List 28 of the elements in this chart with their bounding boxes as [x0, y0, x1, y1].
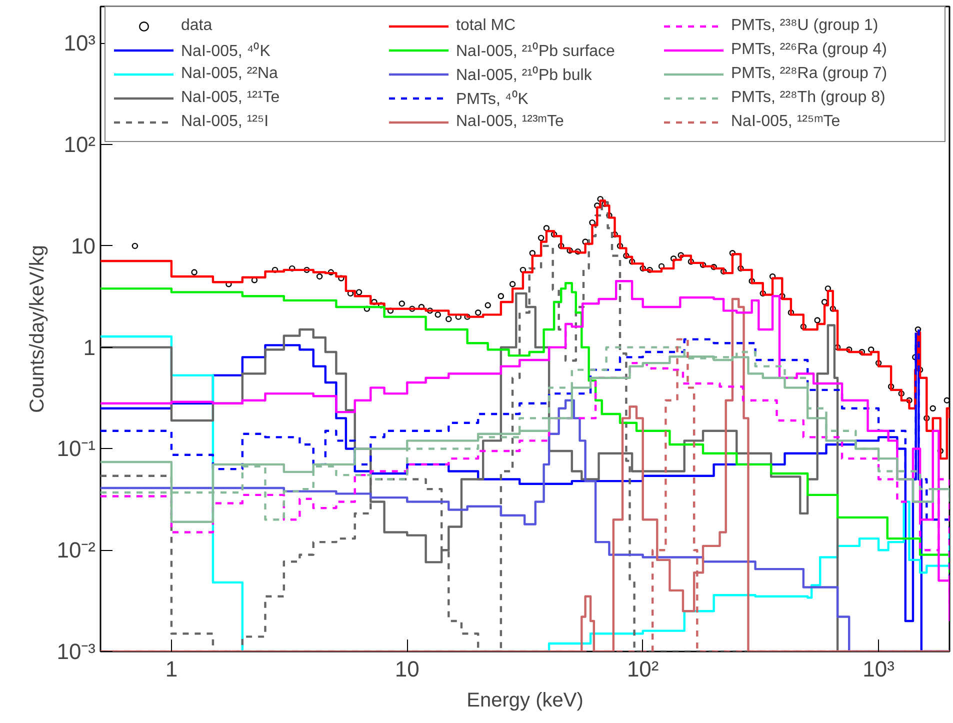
y-tick-label: 1: [83, 334, 96, 360]
legend-label: PMTs, ⁴⁰K: [456, 89, 530, 109]
y-tick-label: 10: [71, 233, 96, 258]
x-tick-label: 10³: [862, 656, 894, 682]
y-tick-label: 10⁻¹: [56, 436, 96, 462]
x-tick-label: 10²: [626, 656, 659, 682]
y-tick-label: 10²: [64, 132, 96, 158]
legend-label: NaI-005, ¹²⁵I: [181, 112, 270, 132]
x-axis-title: Energy (keV): [466, 690, 584, 712]
legend-label: NaI-005, ²¹⁰Pb surface: [456, 41, 616, 61]
legend-label: PMTs, ²²⁸Th (group 8): [731, 88, 886, 108]
legend-label: PMTs, ²³⁸U (group 1): [731, 16, 880, 36]
y-tick-label: 10³: [64, 30, 96, 56]
legend-label: data: [181, 16, 214, 36]
x-tick-label: 1: [165, 656, 178, 682]
legend-label: NaI-005, ⁴⁰K: [181, 41, 272, 61]
legend-label: NaI-005, ¹²¹Te: [181, 88, 281, 108]
legend-label: PMTs, ²²⁸Ra (group 7): [731, 64, 888, 84]
x-tick-label: 10: [394, 656, 420, 682]
y-tick-label: 10⁻²: [56, 538, 96, 563]
legend-label: NaI-005, ²¹⁰Pb bulk: [456, 65, 593, 85]
y-tick-label: 10⁻³: [56, 639, 96, 664]
y-axis-title: Counts/day/keV/kg: [26, 245, 49, 413]
legend-label: PMTs, ²²⁶Ra (group 4): [731, 40, 888, 60]
legend-label: NaI-005, ¹²³ᵐTe: [456, 112, 565, 132]
legend-label: NaI-005, ²²Na: [181, 64, 279, 84]
legend-label: NaI-005, ¹²⁵ᵐTe: [731, 112, 842, 132]
legend-label: total MC: [456, 16, 517, 36]
